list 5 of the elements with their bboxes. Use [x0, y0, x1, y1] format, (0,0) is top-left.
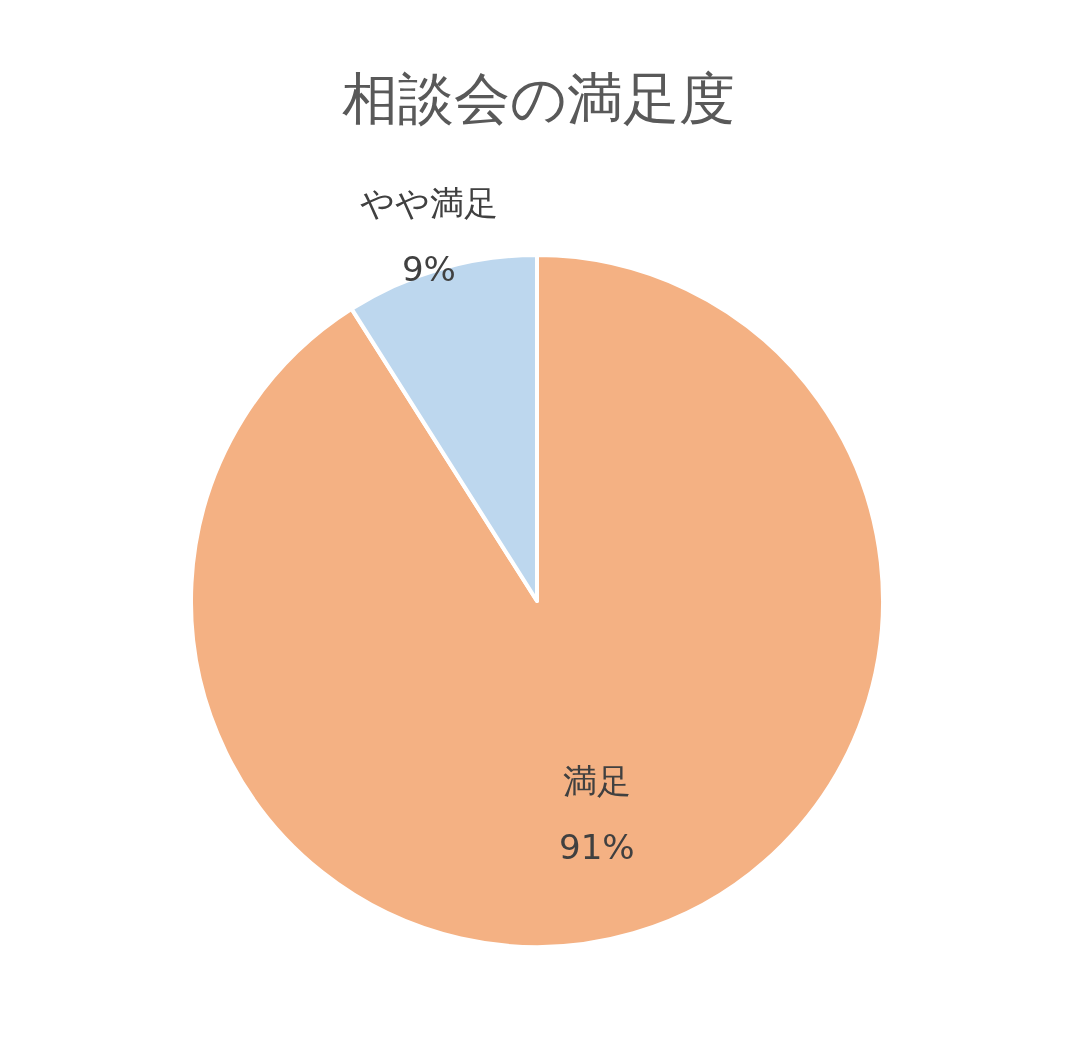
slice-label: 満足 [562, 761, 631, 801]
data-label: 9% [401, 248, 456, 289]
chart-title: 相談会の満足度 [341, 66, 735, 131]
data-label: 91% [559, 827, 635, 867]
slice-label: やや満足 [359, 182, 498, 223]
